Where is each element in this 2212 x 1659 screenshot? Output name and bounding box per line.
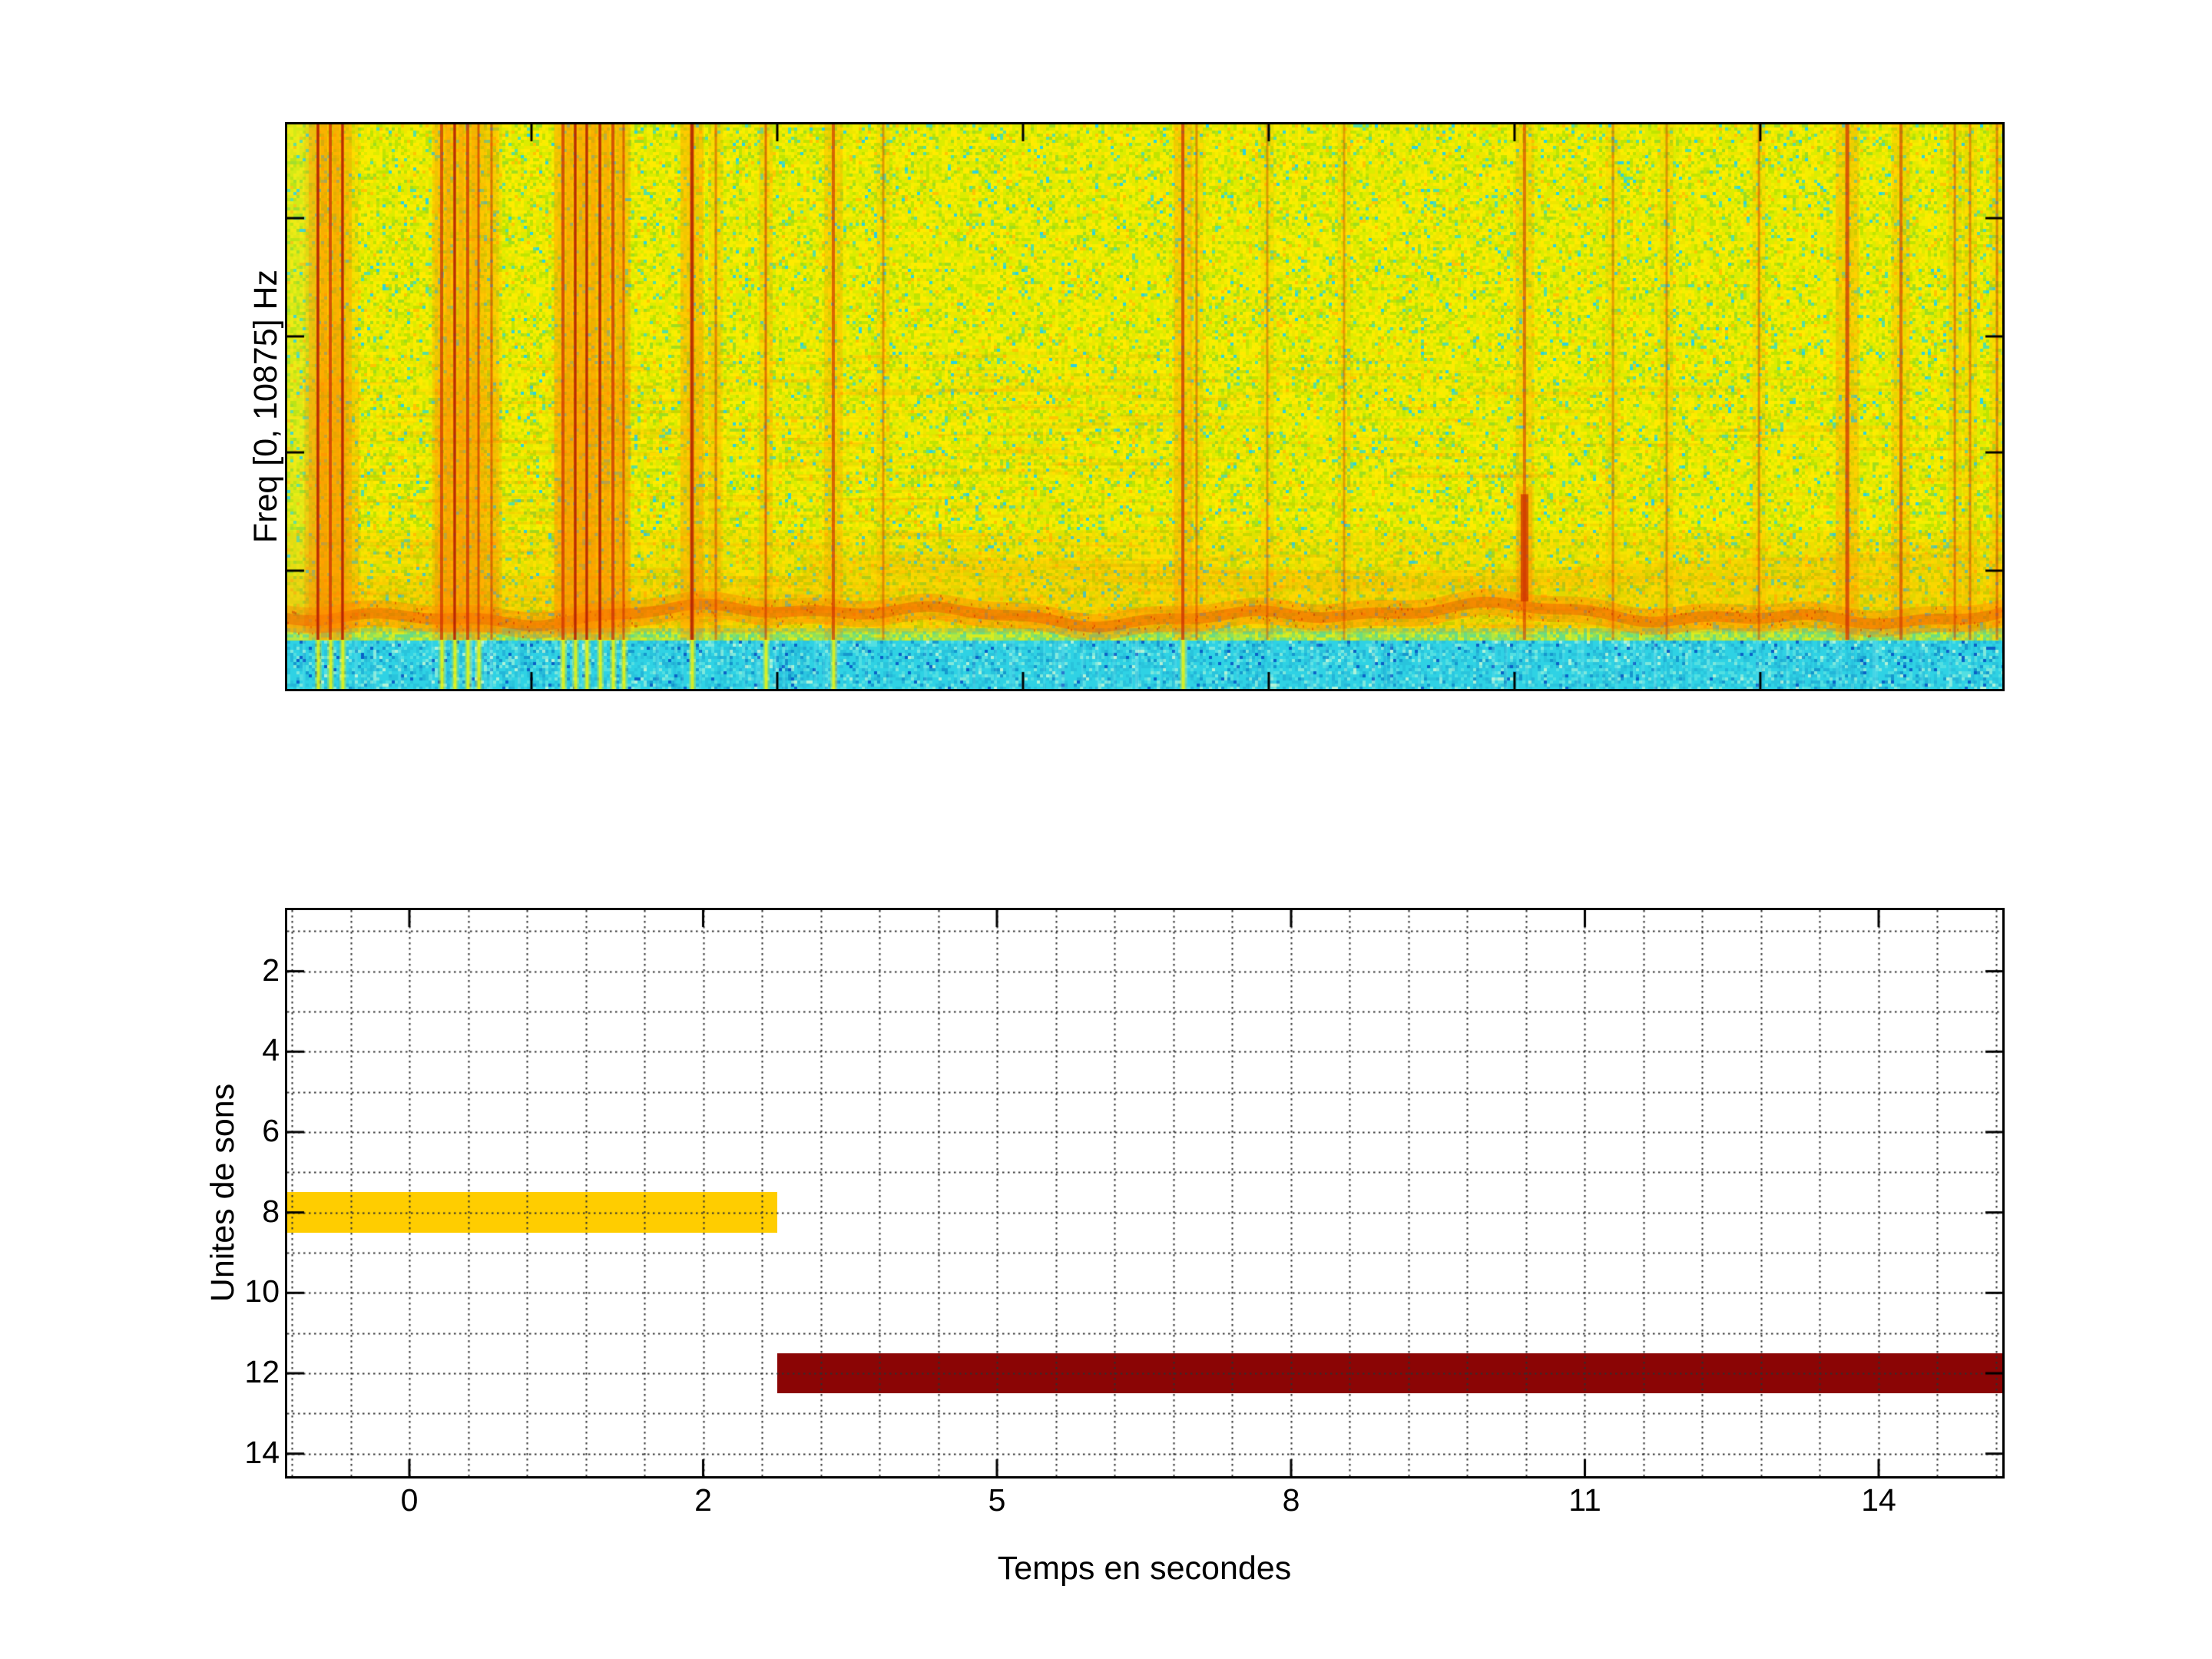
y-tick-label-14: 14: [244, 1434, 280, 1470]
y-tick-label-4: 4: [262, 1032, 280, 1068]
segment-bar-unit-8: [287, 1192, 777, 1233]
y-tick-label-10: 10: [244, 1273, 280, 1310]
y-tick-label-6: 6: [262, 1112, 280, 1148]
x-tick-label-11: 11: [1568, 1482, 1601, 1518]
x-tick-label-5: 5: [988, 1482, 1006, 1518]
bottom-plot-xlabel: Temps en secondes: [997, 1550, 1292, 1587]
sound-units-plot: [285, 908, 2005, 1479]
y-tick-label-2: 2: [262, 952, 280, 988]
y-tick-label-8: 8: [262, 1193, 280, 1229]
y-tick-label-12: 12: [244, 1354, 280, 1389]
x-tick-label-0: 0: [400, 1482, 419, 1518]
x-tick-label-14: 14: [1861, 1482, 1896, 1518]
x-tick-label-2: 2: [694, 1482, 712, 1518]
spectrogram-canvas: [287, 124, 2002, 689]
spectrogram-plot: [285, 122, 2005, 691]
x-tick-label-8: 8: [1282, 1482, 1300, 1518]
top-plot-ylabel: Freq [0, 10875] Hz: [247, 269, 284, 544]
segment-bar-unit-12: [777, 1353, 2002, 1394]
